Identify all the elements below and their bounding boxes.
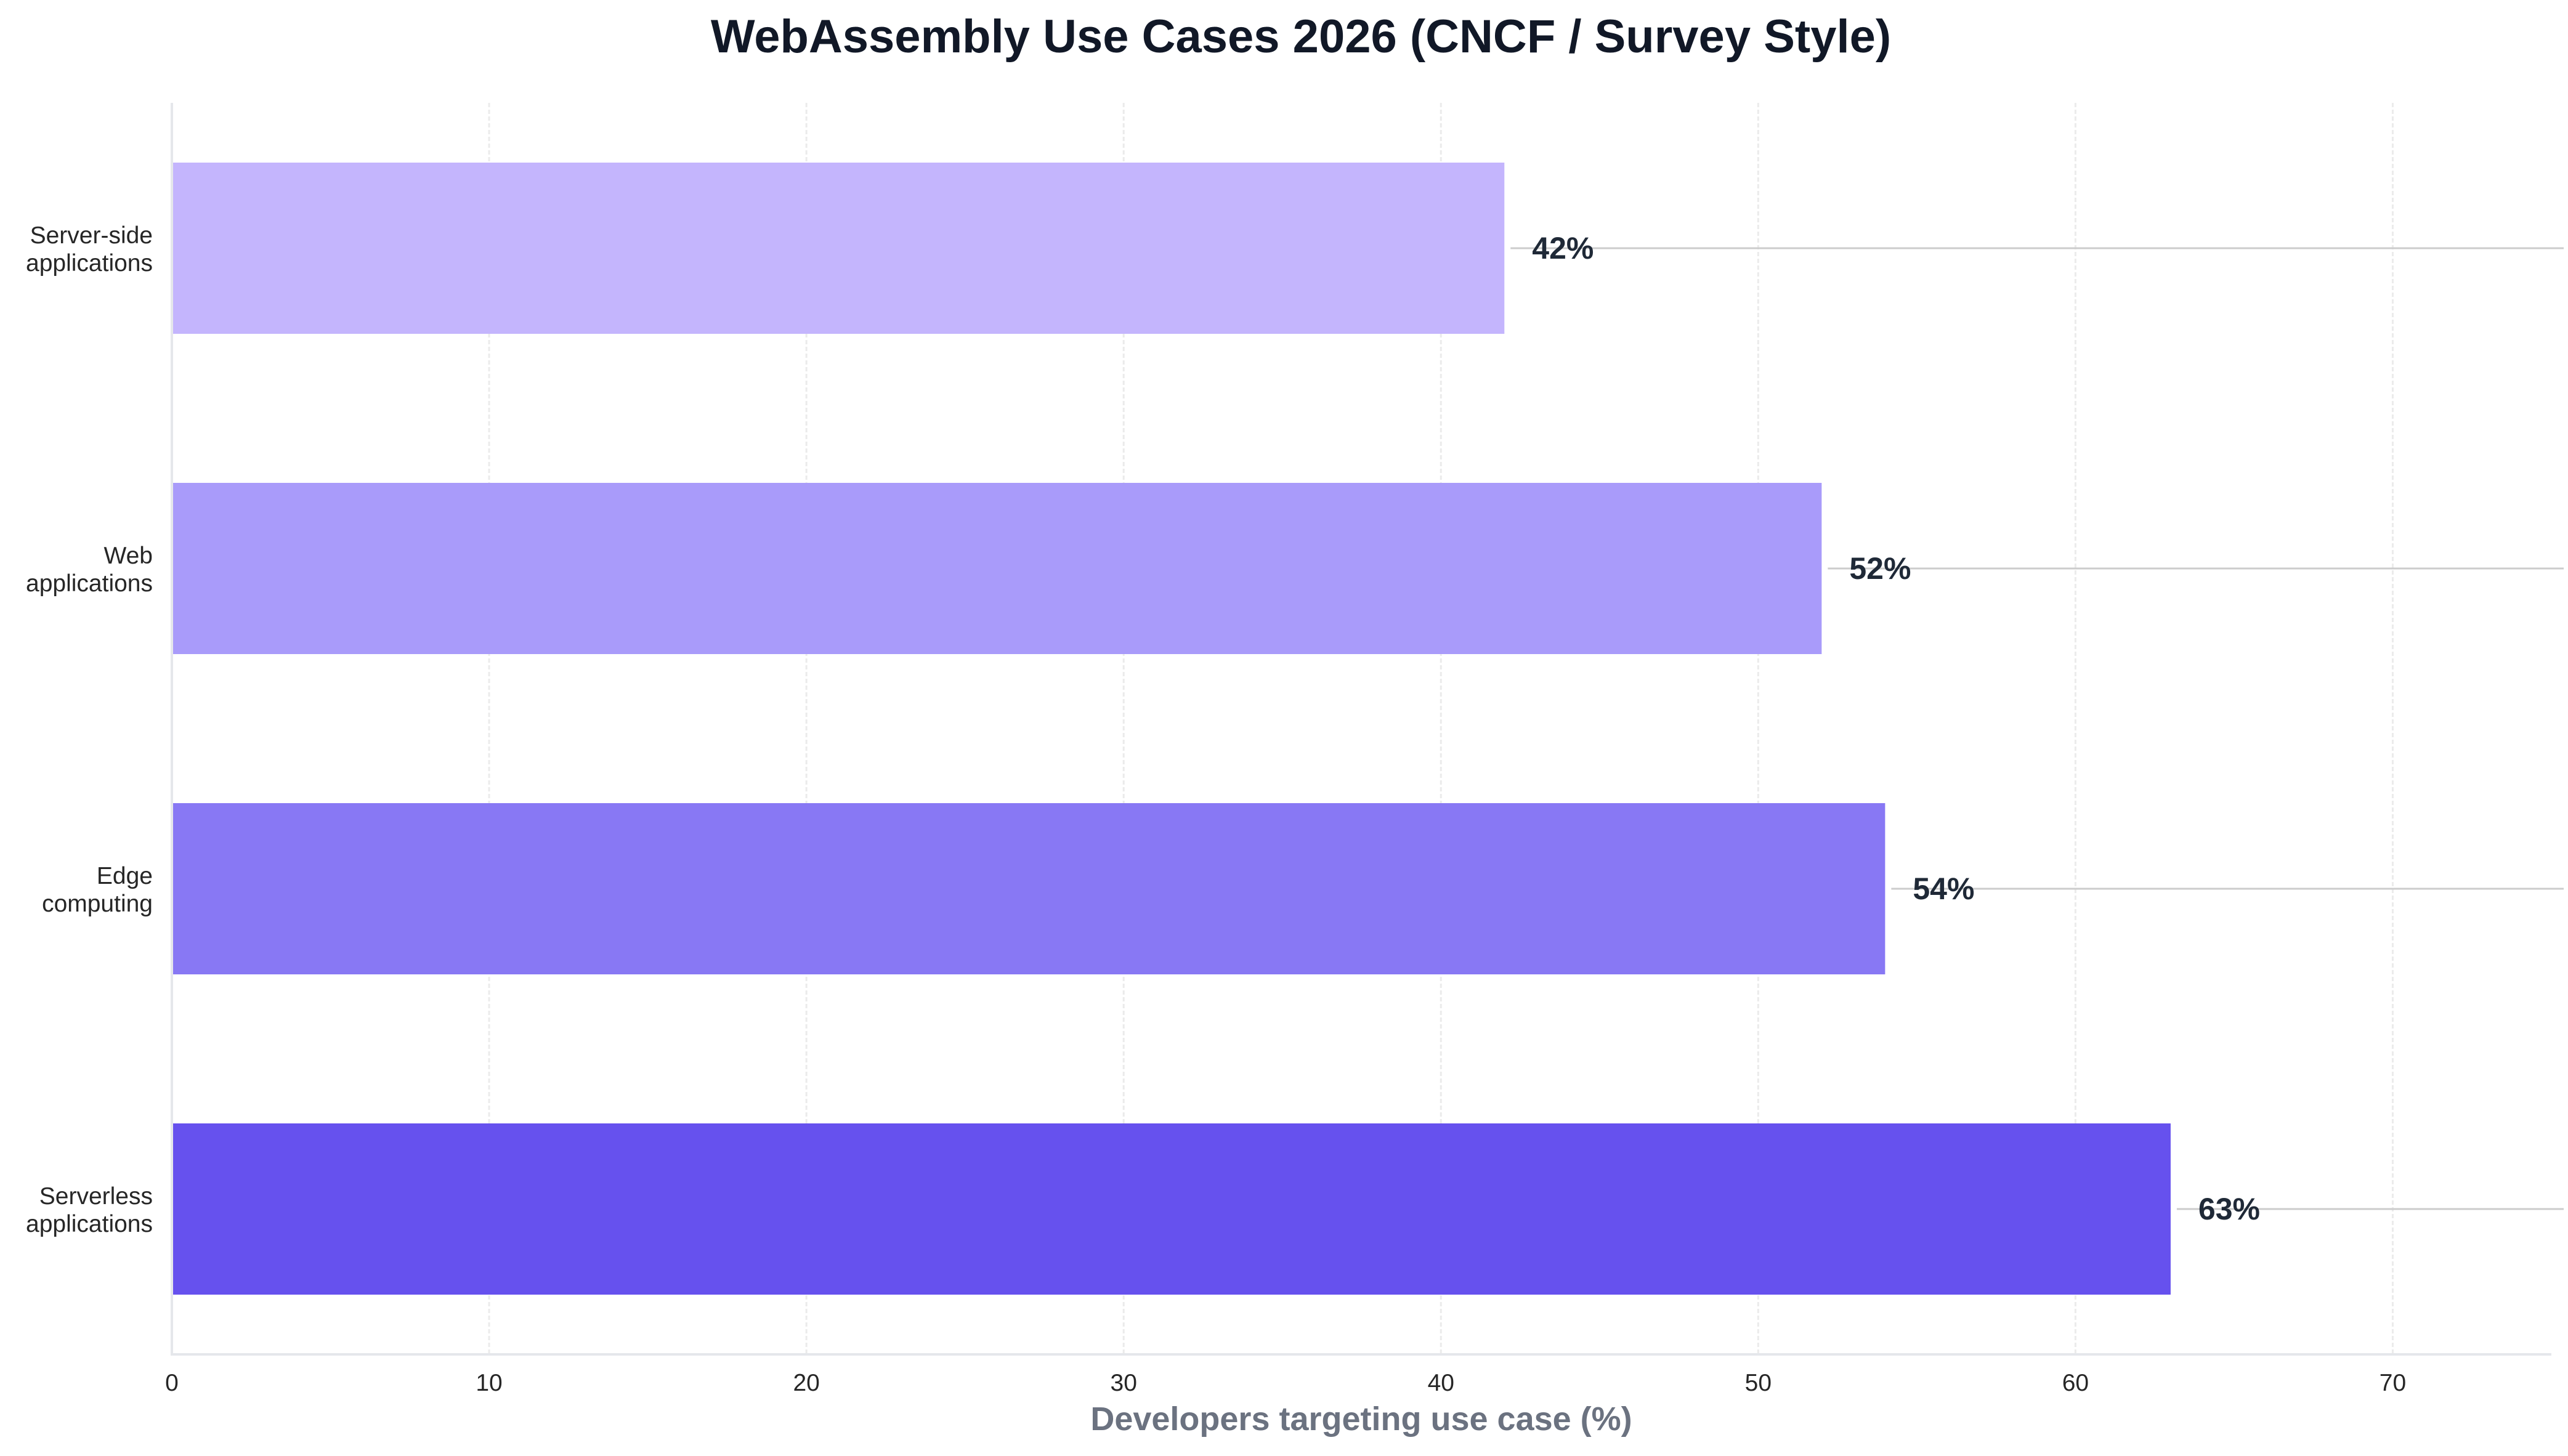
category-label-line: applications <box>26 570 153 597</box>
category-label: Server-side applications <box>26 222 153 277</box>
x-tick-label: 40 <box>1428 1370 1454 1396</box>
bar <box>173 483 1822 654</box>
leader-lines <box>1510 247 2564 1210</box>
x-tick-labels: 0 10 20 30 40 50 60 70 <box>165 1370 2406 1396</box>
axis-spines <box>171 103 2551 1356</box>
x-tick-label: 50 <box>1745 1370 1772 1396</box>
category-label: Web applications <box>26 543 153 597</box>
x-axis-label: Developers targeting use case (%) <box>1090 1401 1632 1438</box>
x-tick-label: 60 <box>2062 1370 2089 1396</box>
category-label-line: Edge <box>97 863 153 889</box>
bar <box>173 803 1885 974</box>
x-gridlines <box>488 103 2394 1354</box>
category-label-line: Web <box>104 543 153 569</box>
bar <box>173 1123 2171 1295</box>
x-tick-label: 20 <box>793 1370 819 1396</box>
x-tick-label: 70 <box>2380 1370 2406 1396</box>
category-label-line: Server-side <box>30 222 153 249</box>
x-tick-label: 0 <box>165 1370 179 1396</box>
x-tick-label: 10 <box>476 1370 502 1396</box>
value-label: 63% <box>2198 1192 2260 1226</box>
category-label-line: computing <box>42 891 153 917</box>
category-label: Edge computing <box>42 863 153 917</box>
category-label-line: applications <box>26 250 153 277</box>
value-label: 54% <box>1913 872 1974 906</box>
value-label: 52% <box>1849 551 1911 586</box>
bar <box>173 163 1505 334</box>
value-labels: 42% 52% 54% 63% <box>1532 231 2260 1226</box>
x-tick-label: 30 <box>1111 1370 1137 1396</box>
category-label: Serverless applications <box>26 1183 153 1237</box>
category-label-line: Serverless <box>39 1183 153 1210</box>
chart-title: WebAssembly Use Cases 2026 (CNCF / Surve… <box>711 10 1891 63</box>
value-label: 42% <box>1532 231 1594 265</box>
bars <box>173 163 2171 1295</box>
category-label-line: applications <box>26 1211 153 1237</box>
